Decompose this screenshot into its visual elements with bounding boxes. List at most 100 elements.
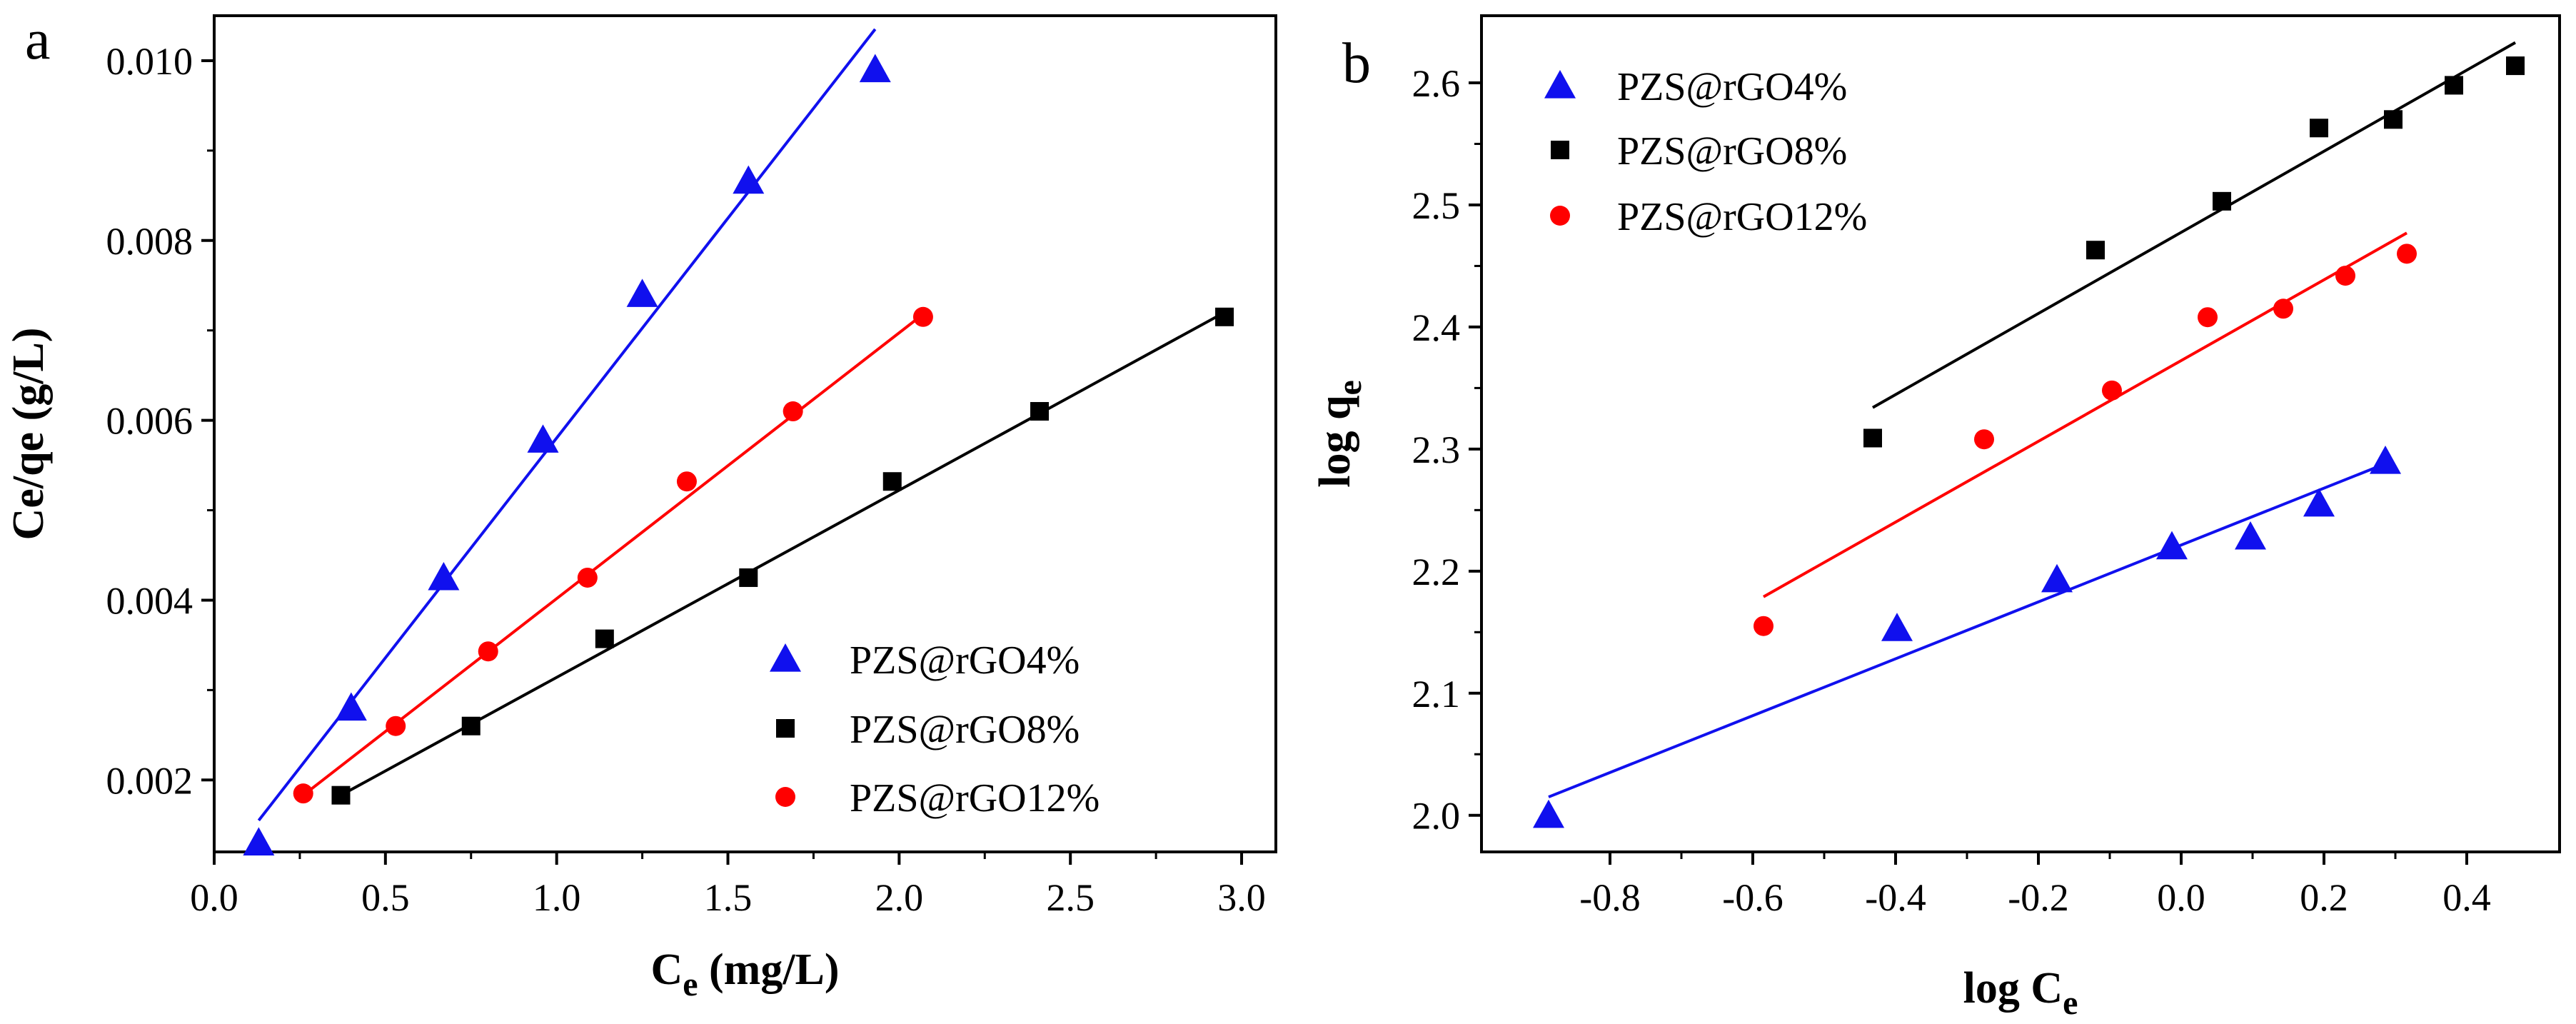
y-axis-title: log qe: [1311, 380, 1369, 488]
legend-marker: [770, 643, 801, 672]
fit-line: [1763, 231, 2408, 598]
legend-label: PZS@rGO8%: [1617, 129, 1847, 174]
y-tick-label: 2.6: [1412, 62, 1461, 105]
legend-label: PZS@rGO12%: [1617, 195, 1867, 239]
x-tick-label: 3.0: [1217, 876, 1266, 919]
data-point: [2235, 521, 2266, 550]
y-axis-title: Ce/qe (g/L): [4, 328, 53, 541]
data-point: [882, 472, 902, 491]
data-point: [386, 716, 406, 736]
data-point: [2370, 445, 2401, 474]
data-point: [2335, 266, 2355, 286]
x-tick-label: 2.5: [1046, 876, 1095, 919]
data-point: [2397, 244, 2417, 264]
y-tick-label: 0.002: [106, 759, 193, 802]
data-point: [2041, 563, 2073, 593]
data-point: [676, 471, 697, 492]
data-point: [335, 692, 367, 721]
series-PZS@rGO4%: [1533, 445, 2401, 828]
data-point: [783, 401, 803, 422]
y-tick-label: 2.4: [1412, 306, 1461, 349]
data-point: [461, 716, 481, 736]
fit-line: [1548, 462, 2386, 798]
panel-b: -0.8 -0.6 -0.4 -0.2 0.0 0.2 0.4 2.0 2.1 2.2 2.3 2.4…: [1311, 14, 2561, 1022]
data-point: [1215, 307, 1234, 326]
data-point: [859, 54, 891, 83]
data-point: [912, 306, 933, 327]
panel-a-plot-frame: [213, 14, 1277, 853]
data-point: [2445, 76, 2463, 95]
y-tick-label: 2.3: [1412, 428, 1461, 471]
data-point: [577, 567, 598, 588]
panel-a: 0.0 0.5 1.0 1.5 2.0 2.5 3.0 0.002 0.004 0.006 0.00…: [4, 9, 1277, 1003]
x-tick-label: 1.0: [533, 876, 581, 919]
data-point: [626, 278, 658, 307]
legend-marker: [1551, 141, 1569, 159]
data-point: [2273, 298, 2293, 319]
series-PZS@rGO8%: [1863, 41, 2525, 448]
data-point: [428, 561, 460, 591]
data-point: [2213, 191, 2231, 211]
data-point: [331, 785, 351, 805]
x-tick-label: 0.0: [2157, 876, 2205, 919]
legend-marker: [775, 787, 795, 807]
data-point: [1881, 613, 1913, 641]
fit-line: [340, 311, 1226, 797]
x-axis-title: log Ce: [1963, 964, 2078, 1022]
data-point: [243, 827, 275, 856]
legend-label: PZS@rGO4%: [1617, 65, 1847, 109]
data-point: [2303, 488, 2335, 517]
y-tick-label: 0.006: [106, 400, 193, 443]
x-tick-label: 0.5: [361, 876, 410, 919]
series-PZS@rGO12%: [293, 306, 933, 804]
legend-marker: [1544, 70, 1576, 99]
x-tick-label: 2.0: [875, 876, 924, 919]
panel-b-plot-frame: [1480, 14, 2561, 853]
data-point: [1863, 428, 1882, 448]
x-tick-label: -0.4: [1865, 876, 1926, 919]
data-point: [1030, 402, 1050, 421]
x-tick-label: -0.2: [2008, 876, 2068, 919]
panel-b-label: b: [1342, 32, 1371, 95]
data-point: [733, 165, 765, 194]
x-tick-label: -0.6: [1722, 876, 1783, 919]
data-point: [1754, 616, 1773, 636]
x-tick-label: 0.2: [2300, 876, 2348, 919]
data-point: [2198, 307, 2218, 328]
data-point: [2506, 56, 2525, 76]
series-PZS@rGO8%: [331, 307, 1234, 805]
series-PZS@rGO12%: [1754, 231, 2417, 636]
y-tick-label: 2.2: [1412, 551, 1461, 593]
data-point: [1533, 799, 1564, 828]
fit-line: [1872, 41, 2516, 409]
fit-line: [257, 28, 877, 822]
data-point: [2086, 241, 2105, 260]
data-point: [1974, 429, 1994, 450]
data-point: [293, 783, 313, 804]
panel-a-label: a: [25, 9, 51, 71]
series-PZS@rGO4%: [243, 28, 891, 856]
data-point: [595, 629, 614, 648]
panel-b-legend: PZS@rGO4% PZS@rGO8% PZS@rGO12%: [1544, 65, 1867, 239]
y-tick-label: 2.0: [1412, 795, 1461, 838]
x-tick-label: -0.8: [1579, 876, 1640, 919]
y-tick-label: 2.1: [1412, 673, 1461, 716]
legend-label: PZS@rGO4%: [850, 638, 1080, 683]
y-tick-label: 0.008: [106, 220, 193, 263]
data-point: [527, 424, 559, 453]
y-tick-label: 2.5: [1412, 184, 1461, 227]
data-point: [739, 568, 758, 587]
x-tick-label: 1.5: [704, 876, 753, 919]
data-point: [2384, 110, 2403, 129]
panel-a-legend: PZS@rGO4% PZS@rGO8% PZS@rGO12%: [770, 638, 1100, 820]
legend-label: PZS@rGO8%: [850, 708, 1080, 752]
legend-marker: [1550, 206, 1570, 226]
legend-label: PZS@rGO12%: [850, 776, 1100, 820]
x-tick-label: 0.4: [2442, 876, 2491, 919]
fit-line: [302, 313, 925, 797]
data-point: [2310, 119, 2328, 138]
y-tick-label: 0.004: [106, 579, 193, 622]
data-point: [478, 641, 498, 662]
data-point: [2156, 531, 2188, 560]
